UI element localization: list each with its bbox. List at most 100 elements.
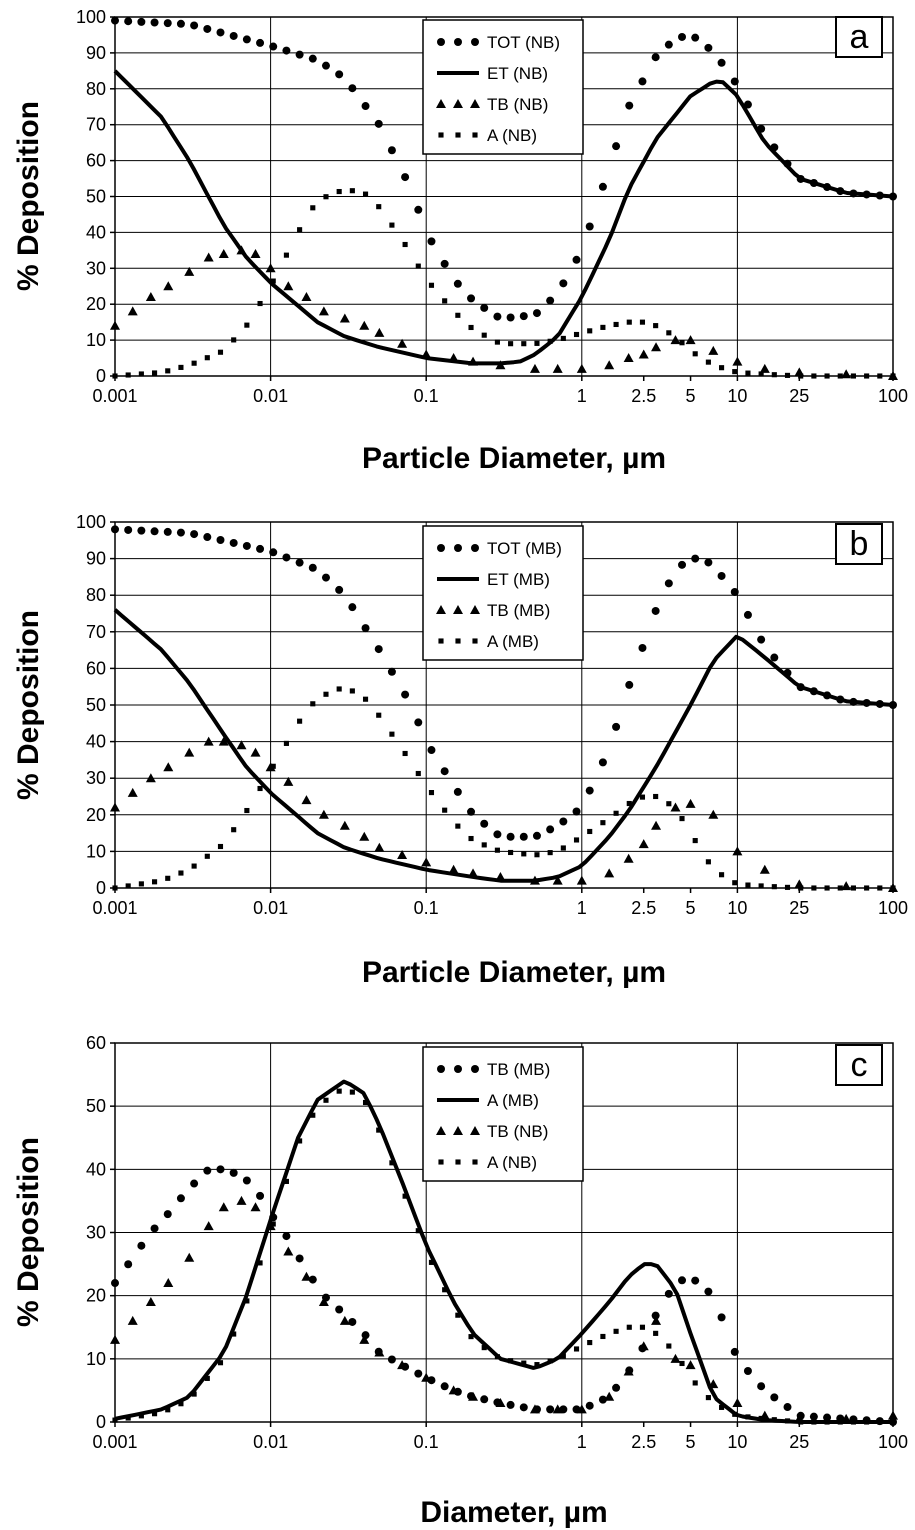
series-et-nb: [113, 69, 894, 366]
data-point: [336, 686, 342, 692]
data-point: [256, 38, 265, 47]
data-point: [428, 790, 435, 796]
data-point: [534, 340, 540, 346]
data-point: [623, 353, 634, 363]
data-point: [176, 528, 185, 537]
data-point: [359, 320, 370, 330]
data-point: [283, 740, 289, 746]
data-point: [467, 807, 476, 816]
y-tick-label: 60: [86, 658, 106, 678]
data-point: [521, 851, 527, 857]
y-tick-labels: 0 10 20 30 40 50 60 70 80 90 100: [76, 512, 115, 898]
data-point: [679, 1360, 685, 1367]
legend-swatch-marker: [437, 1065, 445, 1073]
data-point: [283, 252, 289, 258]
y-tick-label: 0: [96, 1412, 106, 1432]
legend-swatch-marker: [472, 1159, 478, 1165]
data-point: [112, 885, 118, 891]
data-point: [335, 585, 344, 594]
y-axis-title: % Deposition: [12, 1137, 45, 1327]
data-point: [163, 19, 172, 28]
data-point: [402, 1193, 408, 1199]
data-point: [218, 736, 229, 746]
data-point: [679, 816, 685, 822]
data-point: [349, 1089, 355, 1095]
y-tick-label: 70: [86, 622, 106, 642]
data-point: [732, 846, 743, 856]
data-point: [359, 831, 370, 841]
data-point: [440, 767, 449, 776]
y-tick-label: 40: [86, 222, 106, 242]
data-point: [758, 1415, 764, 1421]
data-point: [310, 701, 316, 707]
data-point: [757, 1382, 766, 1391]
data-point: [453, 787, 462, 796]
data-point: [401, 173, 410, 182]
data-point: [552, 1404, 563, 1414]
data-point: [468, 324, 474, 331]
data-point: [229, 1168, 238, 1177]
data-point: [269, 42, 278, 51]
data-point: [651, 53, 660, 62]
data-point: [282, 46, 291, 55]
data-point: [184, 1252, 195, 1262]
y-tick-label: 20: [86, 1286, 106, 1306]
legend: TOT (NB) ET (NB) TB (NB) A (NB): [422, 19, 584, 155]
x-tick-label: 5: [686, 898, 696, 918]
x-tick-labels: 0.001 0.01 0.1 1 2.5 5 10 25 100: [92, 888, 908, 918]
data-point: [256, 1191, 265, 1200]
data-point: [216, 536, 225, 545]
data-point: [771, 372, 777, 378]
x-tick-label: 0.001: [92, 386, 137, 406]
data-point: [576, 363, 587, 373]
data-point: [257, 785, 263, 792]
x-tick-labels: 0.001 0.01 0.1 1 2.5 5 10 25 100: [92, 376, 908, 406]
data-point: [203, 1221, 214, 1231]
data-point: [877, 885, 883, 891]
legend-label: A (NB): [487, 1153, 537, 1172]
data-point: [229, 31, 238, 40]
data-point: [204, 853, 210, 859]
y-tick-label: 90: [86, 549, 106, 569]
y-tick-label: 30: [86, 258, 106, 278]
data-point: [717, 571, 726, 580]
data-point: [534, 852, 540, 858]
y-tick-label: 50: [86, 695, 106, 715]
data-point: [455, 1312, 461, 1318]
data-point: [402, 241, 408, 248]
data-point: [770, 653, 779, 662]
data-point: [717, 58, 726, 67]
data-point: [493, 312, 502, 321]
legend-swatch-marker: [472, 132, 478, 138]
data-point: [692, 351, 698, 357]
data-point: [318, 809, 329, 819]
data-point: [743, 610, 752, 619]
x-tick-label: 100: [878, 386, 908, 406]
data-point: [283, 776, 294, 786]
data-point: [719, 1404, 725, 1410]
data-point: [191, 863, 197, 869]
data-point: [323, 691, 329, 697]
data-point: [244, 807, 250, 814]
data-point: [824, 1419, 830, 1425]
data-point: [604, 360, 615, 370]
legend-swatch-marker: [455, 1159, 461, 1165]
data-point: [257, 1260, 263, 1266]
series-a-nb: [112, 1088, 896, 1425]
data-point: [708, 1379, 719, 1389]
data-point: [837, 373, 843, 379]
data-point: [448, 353, 459, 363]
data-point: [506, 1400, 515, 1409]
x-tick-label: 25: [789, 386, 809, 406]
data-point: [283, 281, 294, 291]
data-point: [124, 17, 133, 26]
data-point: [784, 884, 791, 890]
data-point: [387, 667, 396, 676]
data-point: [651, 1311, 660, 1320]
data-point: [348, 1317, 357, 1326]
data-point: [481, 842, 487, 848]
data-point: [321, 573, 330, 582]
data-point: [468, 1334, 474, 1340]
data-point: [127, 787, 138, 797]
data-point: [600, 820, 606, 826]
